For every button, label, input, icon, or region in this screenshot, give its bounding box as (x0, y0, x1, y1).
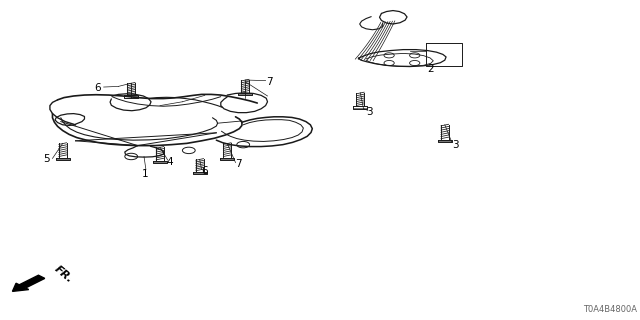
Text: T0A4B4800A: T0A4B4800A (583, 305, 637, 314)
Text: 3: 3 (366, 107, 372, 117)
Text: 6: 6 (202, 165, 208, 176)
Text: 7: 7 (236, 159, 242, 169)
FancyArrow shape (12, 275, 45, 292)
Text: 6: 6 (95, 83, 101, 93)
Text: 3: 3 (452, 140, 458, 150)
Text: 1: 1 (142, 169, 148, 180)
Text: 4: 4 (166, 156, 173, 167)
Text: 7: 7 (266, 76, 273, 87)
Text: FR.: FR. (52, 264, 75, 285)
Text: 5: 5 (44, 154, 50, 164)
Text: 2: 2 (428, 64, 434, 74)
